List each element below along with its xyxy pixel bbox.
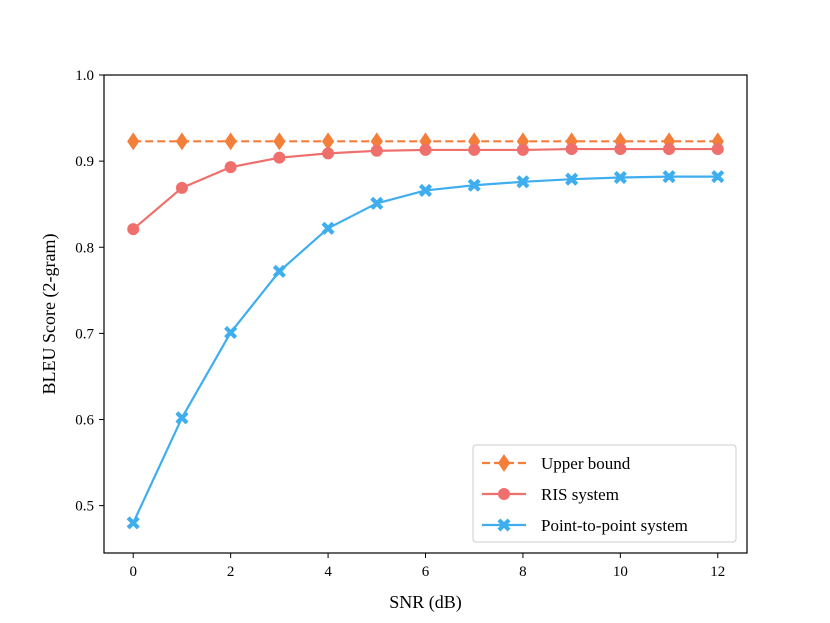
data-point xyxy=(469,144,480,155)
data-point xyxy=(128,133,139,149)
data-point xyxy=(664,144,675,155)
data-point xyxy=(322,222,334,234)
x-axis: 0 2 4 6 8 10 12 xyxy=(129,553,725,580)
y-tick-label: 1.0 xyxy=(75,68,94,84)
data-point xyxy=(712,144,723,155)
x-tick-label: 12 xyxy=(710,564,725,580)
y-tick-label: 0.9 xyxy=(75,154,94,170)
data-point xyxy=(225,133,236,149)
legend-label: Upper bound xyxy=(541,454,631,473)
data-point xyxy=(371,145,382,156)
x-tick-label: 4 xyxy=(324,564,332,580)
data-point xyxy=(128,224,139,235)
data-point xyxy=(323,148,334,159)
x-tick-label: 8 xyxy=(519,564,527,580)
data-point xyxy=(225,162,236,173)
legend-label: RIS system xyxy=(541,485,619,504)
data-point xyxy=(615,144,626,155)
data-point xyxy=(274,133,285,149)
legend-marker xyxy=(499,489,510,500)
data-point xyxy=(273,265,285,277)
y-tick-label: 0.5 xyxy=(75,499,94,515)
legend-item-upper-bound: Upper bound xyxy=(482,454,631,473)
y-axis-label: BLEU Score (2-gram) xyxy=(39,234,60,395)
data-point xyxy=(127,517,139,529)
data-point xyxy=(274,152,285,163)
legend-label: Point-to-point system xyxy=(541,516,688,535)
data-point xyxy=(176,182,187,193)
data-point xyxy=(566,144,577,155)
y-tick-label: 0.6 xyxy=(75,413,94,429)
legend: Upper bound RIS system Point-to-point syst… xyxy=(473,445,736,542)
y-tick-label: 0.7 xyxy=(75,326,94,342)
x-tick-label: 2 xyxy=(227,564,235,580)
line-chart: 0 2 4 6 8 10 12 0.5 0.6 0.7 0.8 0.9 1.0 SNR (dB) BL… xyxy=(0,0,830,623)
x-tick-label: 10 xyxy=(613,564,628,580)
x-tick-label: 6 xyxy=(422,564,430,580)
y-axis: 0.5 0.6 0.7 0.8 0.9 1.0 xyxy=(75,68,104,515)
data-point xyxy=(517,144,528,155)
data-point xyxy=(323,133,334,149)
data-point xyxy=(420,144,431,155)
data-point xyxy=(176,412,188,424)
x-axis-label: SNR (dB) xyxy=(389,592,462,613)
data-point xyxy=(176,133,187,149)
data-point xyxy=(225,327,237,339)
y-tick-label: 0.8 xyxy=(75,240,94,256)
x-tick-label: 0 xyxy=(129,564,137,580)
